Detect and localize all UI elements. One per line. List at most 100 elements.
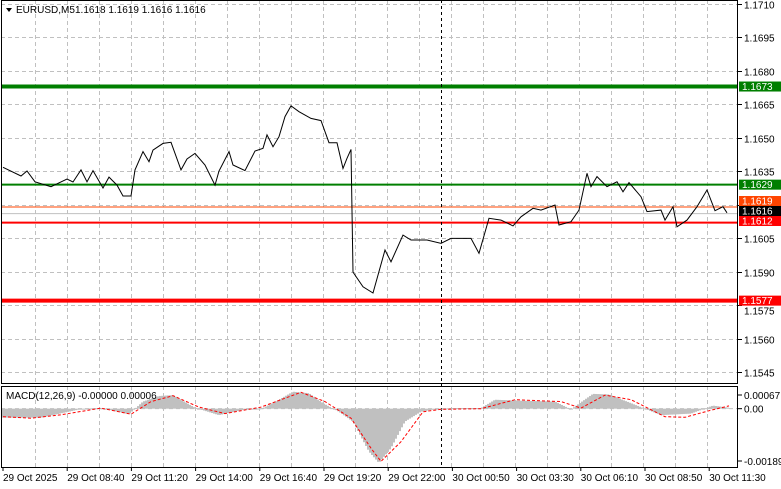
macd-histogram-bar bbox=[583, 400, 585, 409]
macd-histogram-bar bbox=[517, 400, 519, 409]
macd-histogram-bar bbox=[177, 397, 179, 409]
macd-histogram-bar bbox=[453, 408, 455, 410]
macd-histogram-bar bbox=[609, 394, 611, 409]
macd-histogram-bar bbox=[539, 401, 541, 409]
macd-histogram-bar bbox=[329, 406, 331, 409]
macd-histogram-bar bbox=[657, 408, 659, 414]
symbol-label: EURUSD,M5 bbox=[16, 5, 75, 16]
y-axis-tick-label: 1.1650 bbox=[744, 135, 775, 146]
macd-histogram-bar bbox=[629, 402, 631, 409]
macd-histogram-bar bbox=[419, 408, 421, 413]
macd-histogram-bar bbox=[171, 395, 173, 409]
macd-histogram-bar bbox=[593, 393, 595, 409]
x-axis-tick-label: 29 Oct 14:00 bbox=[196, 473, 254, 484]
macd-histogram-bar bbox=[283, 396, 285, 409]
x-axis-tick-label: 29 Oct 2025 bbox=[3, 473, 58, 484]
macd-histogram-bar bbox=[617, 398, 619, 409]
macd-histogram-bar bbox=[431, 408, 433, 410]
price-line bbox=[2, 105, 728, 294]
macd-histogram-bar bbox=[579, 402, 581, 409]
macd-histogram-bar bbox=[351, 408, 353, 421]
macd-histogram-bar bbox=[365, 408, 367, 446]
macd-histogram-bar bbox=[65, 408, 67, 413]
macd-histogram-bar bbox=[413, 408, 415, 417]
macd-histogram-bar bbox=[363, 408, 365, 443]
macd-histogram-bar bbox=[725, 407, 727, 409]
macd-histogram-bar bbox=[353, 408, 355, 424]
macd-histogram-bar bbox=[7, 408, 9, 418]
macd-histogram-bar bbox=[195, 408, 197, 410]
price-level-label: 1.1629 bbox=[742, 180, 773, 191]
macd-histogram-bar bbox=[113, 408, 115, 411]
macd-histogram-bar bbox=[595, 393, 597, 409]
macd-histogram-bar bbox=[693, 408, 695, 413]
macd-histogram-bar bbox=[401, 408, 403, 428]
macd-histogram-bar bbox=[237, 408, 239, 411]
macd-histogram-bar bbox=[147, 399, 149, 409]
macd-histogram-bar bbox=[277, 400, 279, 409]
price-level-label: 1.1612 bbox=[742, 217, 773, 228]
macd-histogram-bar bbox=[189, 404, 191, 409]
macd-histogram-bar bbox=[141, 402, 143, 409]
macd-histogram-bar bbox=[489, 402, 491, 409]
macd-histogram-bar bbox=[481, 407, 483, 409]
macd-histogram-bar bbox=[395, 408, 397, 439]
macd-histogram-bar bbox=[13, 408, 15, 418]
macd-histogram-bar bbox=[373, 408, 375, 458]
macd-histogram-bar bbox=[321, 402, 323, 409]
triangle-down-icon[interactable] bbox=[6, 8, 12, 12]
macd-histogram-bar bbox=[601, 394, 603, 409]
macd-histogram-bar bbox=[605, 394, 607, 409]
macd-histogram-bar bbox=[111, 408, 113, 411]
macd-histogram-bar bbox=[281, 398, 283, 409]
macd-histogram-bar bbox=[485, 405, 487, 409]
macd-histogram-bar bbox=[229, 408, 231, 413]
macd-histogram-bar bbox=[185, 402, 187, 409]
macd-histogram-bar bbox=[467, 408, 469, 410]
macd-histogram-bar bbox=[487, 403, 489, 409]
macd-histogram-bar bbox=[663, 408, 665, 416]
macd-histogram-bar bbox=[427, 408, 429, 411]
macd-histogram-bar bbox=[359, 408, 361, 435]
macd-histogram-bar bbox=[233, 408, 235, 412]
macd-histogram-bar bbox=[647, 408, 649, 410]
macd-axis-tick-label: 0.00067 bbox=[744, 391, 781, 402]
macd-histogram-bar bbox=[447, 408, 449, 410]
macd-histogram-bar bbox=[123, 408, 125, 414]
macd-histogram-bar bbox=[307, 393, 309, 409]
macd-histogram-bar bbox=[109, 408, 111, 411]
macd-histogram-bar bbox=[635, 405, 637, 409]
macd-histogram-bar bbox=[535, 401, 537, 409]
macd-histogram-bar bbox=[35, 408, 37, 418]
macd-histogram-bar bbox=[335, 408, 337, 411]
macd-histogram-bar bbox=[207, 408, 209, 412]
macd-histogram-bar bbox=[679, 408, 681, 415]
macd-histogram-bar bbox=[495, 399, 497, 409]
price-level-label: 1.1577 bbox=[742, 296, 773, 307]
macd-histogram-bar bbox=[9, 408, 11, 418]
x-axis-tick-label: 30 Oct 06:10 bbox=[581, 473, 639, 484]
macd-histogram-bar bbox=[381, 408, 383, 460]
macd-histogram-bar bbox=[711, 405, 713, 409]
macd-histogram-bar bbox=[315, 398, 317, 409]
macd-axis-tick-label: -0.00189 bbox=[744, 457, 781, 468]
y-axis-tick-label: 1.1605 bbox=[744, 235, 775, 246]
macd-histogram-bar bbox=[295, 391, 297, 409]
macd-histogram-bar bbox=[187, 403, 189, 409]
macd-histogram-bar bbox=[621, 399, 623, 409]
macd-histogram-bar bbox=[615, 397, 617, 409]
macd-histogram-bar bbox=[599, 394, 601, 409]
macd-histogram-bar bbox=[327, 405, 329, 409]
macd-histogram-bar bbox=[695, 408, 697, 412]
macd-histogram-bar bbox=[393, 408, 395, 443]
macd-histogram-bar bbox=[343, 408, 345, 416]
macd-histogram-bar bbox=[143, 401, 145, 409]
macd-histogram-bar bbox=[429, 408, 431, 411]
macd-histogram-bar bbox=[625, 401, 627, 409]
macd-histogram-bar bbox=[17, 408, 19, 418]
macd-histogram-bar bbox=[721, 406, 723, 409]
macd-histogram-bar bbox=[345, 408, 347, 417]
macd-histogram-bar bbox=[597, 394, 599, 409]
macd-histogram-bar bbox=[667, 408, 669, 415]
